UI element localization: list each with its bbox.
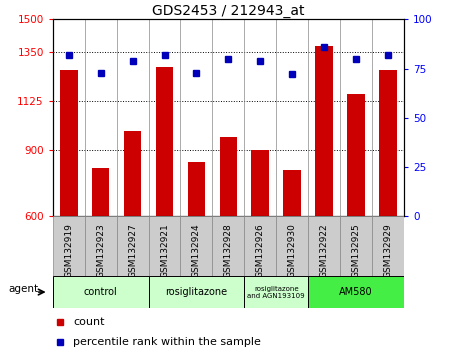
Text: GSM132928: GSM132928 (224, 223, 233, 278)
Text: agent: agent (8, 284, 38, 294)
Text: percentile rank within the sample: percentile rank within the sample (73, 337, 261, 348)
Bar (379, 70, 397, 216)
Text: control: control (84, 287, 118, 297)
Text: GSM132923: GSM132923 (96, 223, 105, 278)
Text: GSM132924: GSM132924 (192, 223, 201, 278)
Text: rosiglitazone: rosiglitazone (165, 287, 228, 297)
Text: GSM132925: GSM132925 (352, 223, 360, 278)
Bar (315, 46, 333, 216)
Text: count: count (73, 317, 105, 327)
Bar (188, 162, 205, 216)
Bar (252, 150, 269, 216)
Bar (340, 216, 372, 276)
Bar (149, 216, 180, 276)
Bar (219, 137, 237, 216)
Bar (53, 216, 85, 276)
Bar (244, 276, 308, 308)
Bar (283, 170, 301, 216)
Bar (347, 94, 365, 216)
Bar (180, 216, 213, 276)
Text: AM580: AM580 (339, 287, 373, 297)
Text: GSM132927: GSM132927 (128, 223, 137, 278)
Bar (276, 216, 308, 276)
Text: GSM132929: GSM132929 (383, 223, 392, 278)
Text: GSM132919: GSM132919 (64, 223, 73, 278)
Bar (156, 68, 174, 216)
Bar (124, 131, 141, 216)
Text: GSM132921: GSM132921 (160, 223, 169, 278)
Bar (213, 216, 244, 276)
Bar (244, 216, 276, 276)
Bar (85, 216, 117, 276)
Bar (92, 168, 109, 216)
Text: GSM132930: GSM132930 (288, 223, 297, 278)
Bar (308, 216, 340, 276)
Bar (60, 70, 78, 216)
Bar (117, 216, 149, 276)
Bar (53, 276, 149, 308)
Title: GDS2453 / 212943_at: GDS2453 / 212943_at (152, 5, 305, 18)
Bar (149, 276, 244, 308)
Bar (372, 216, 404, 276)
Text: GSM132922: GSM132922 (319, 223, 329, 278)
Bar (308, 276, 404, 308)
Text: GSM132926: GSM132926 (256, 223, 265, 278)
Text: rosiglitazone
and AGN193109: rosiglitazone and AGN193109 (247, 286, 305, 298)
